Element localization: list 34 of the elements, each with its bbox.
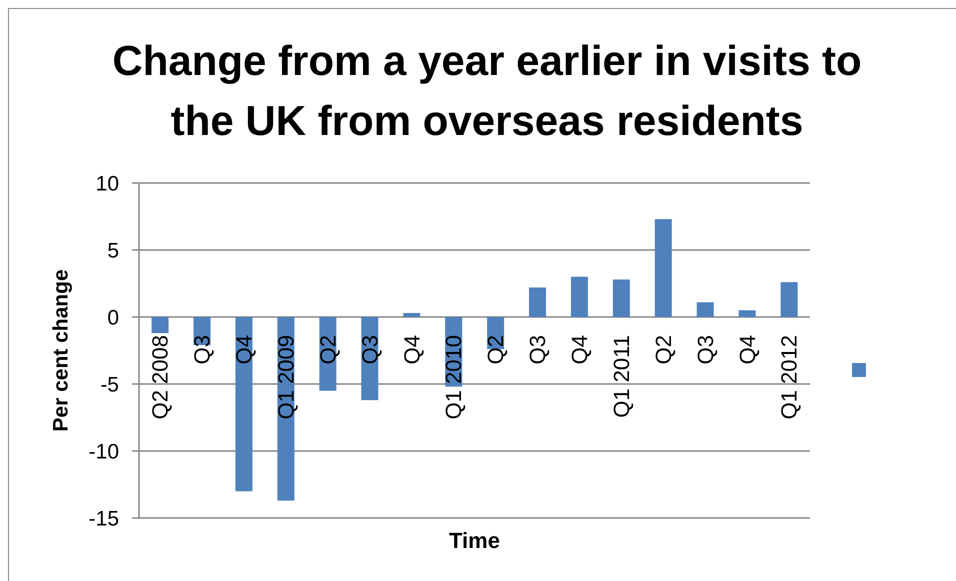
x-tick-label: Q2 <box>315 335 340 364</box>
x-tick-label: Q1 2009 <box>273 335 298 420</box>
x-tick-label: Q4 <box>734 335 760 364</box>
x-tick-label: Q1 2010 <box>441 335 466 420</box>
x-tick-label: Q2 <box>650 335 676 364</box>
y-tick-label: -5 <box>100 373 119 396</box>
x-axis-title: Time <box>449 528 500 553</box>
bar <box>403 312 420 317</box>
x-tick-label: Q3 <box>692 335 718 364</box>
x-tick-label: Q3 <box>190 335 215 364</box>
x-tick-label: Q3 <box>525 335 550 364</box>
bar <box>738 310 756 317</box>
x-tick-label: Q2 2008 <box>148 335 173 420</box>
bar <box>696 302 714 317</box>
y-tick-label: 0 <box>107 306 119 330</box>
y-axis-title: Per cent change <box>49 269 72 432</box>
bar <box>654 219 672 317</box>
chart-title: Change from a year earlier in visits to the UK from overseas residents <box>111 36 863 146</box>
x-tick-label: Q3 <box>357 335 382 364</box>
x-tick-label: Q4 <box>567 335 592 364</box>
bar <box>570 276 588 317</box>
x-tick-label: Q4 <box>399 335 424 364</box>
y-tick-label: 10 <box>96 172 119 196</box>
bar <box>780 282 798 317</box>
bar <box>152 317 169 334</box>
x-tick-label: Q1 2011 <box>608 335 634 418</box>
y-tick-label: -15 <box>88 507 119 530</box>
x-tick-label: Q1 2012 <box>776 335 802 420</box>
x-tick-label: Q4 <box>232 335 257 364</box>
y-tick-label: -10 <box>88 440 119 464</box>
y-tick-label: 5 <box>107 239 119 262</box>
bar <box>529 288 546 317</box>
bar <box>612 279 630 317</box>
x-tick-label: Q2 <box>483 335 508 364</box>
